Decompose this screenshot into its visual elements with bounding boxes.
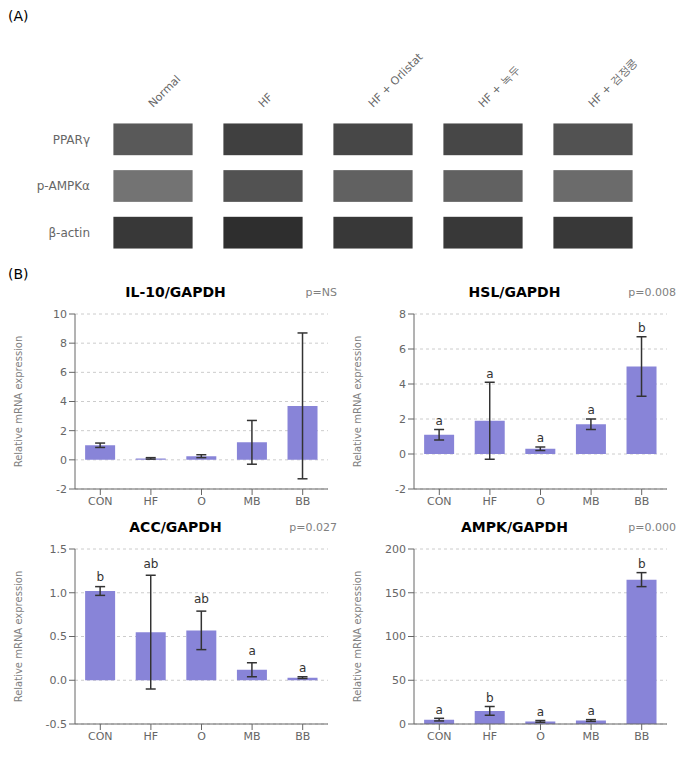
svg-text:b: b bbox=[486, 691, 494, 705]
svg-text:Normal: Normal bbox=[146, 73, 183, 110]
svg-text:Relative mRNA expression: Relative mRNA expression bbox=[13, 336, 24, 468]
svg-text:0: 0 bbox=[399, 448, 406, 461]
svg-text:CON: CON bbox=[88, 730, 113, 743]
svg-text:PPARγ: PPARγ bbox=[53, 133, 90, 147]
svg-text:6: 6 bbox=[60, 366, 67, 379]
svg-text:BB: BB bbox=[295, 730, 310, 743]
html-text:(B): (B) bbox=[8, 266, 29, 282]
svg-text:MB: MB bbox=[583, 495, 600, 508]
svg-text:0: 0 bbox=[399, 718, 406, 731]
svg-text:O: O bbox=[536, 730, 545, 743]
svg-text:ab: ab bbox=[194, 592, 209, 606]
svg-text:a: a bbox=[587, 403, 594, 417]
svg-text:a: a bbox=[299, 661, 306, 675]
svg-text:0: 0 bbox=[60, 454, 67, 467]
svg-text:β-actin: β-actin bbox=[48, 226, 90, 240]
svg-text:BB: BB bbox=[634, 730, 649, 743]
html-text:IL-10/GAPDH: IL-10/GAPDH bbox=[125, 284, 226, 300]
svg-text:0.0: 0.0 bbox=[50, 674, 68, 687]
html-text:p=0.000: p=0.000 bbox=[628, 521, 676, 534]
svg-text:2: 2 bbox=[60, 425, 67, 438]
svg-text:BB: BB bbox=[634, 495, 649, 508]
svg-text:2: 2 bbox=[399, 413, 406, 426]
svg-text:4: 4 bbox=[399, 378, 406, 391]
svg-text:50: 50 bbox=[392, 674, 406, 687]
svg-text:1.0: 1.0 bbox=[50, 587, 68, 600]
svg-text:b: b bbox=[638, 557, 646, 571]
svg-text:a: a bbox=[537, 705, 544, 719]
svg-text:ab: ab bbox=[143, 557, 158, 571]
svg-text:4: 4 bbox=[60, 395, 67, 408]
svg-text:HF: HF bbox=[144, 730, 159, 743]
svg-text:O: O bbox=[536, 495, 545, 508]
svg-text:MB: MB bbox=[244, 730, 261, 743]
svg-text:150: 150 bbox=[385, 587, 406, 600]
svg-text:b: b bbox=[638, 321, 646, 335]
svg-text:HF + Orlistat: HF + Orlistat bbox=[366, 50, 426, 110]
svg-text:-2: -2 bbox=[56, 483, 67, 496]
svg-text:a: a bbox=[436, 414, 443, 428]
svg-text:10: 10 bbox=[53, 308, 67, 321]
html-text:p=0.008: p=0.008 bbox=[628, 286, 676, 299]
svg-text:HF: HF bbox=[483, 730, 498, 743]
svg-text:8: 8 bbox=[60, 337, 67, 350]
html-text:(A): (A) bbox=[8, 8, 29, 24]
html-text:p=0.027: p=0.027 bbox=[289, 521, 337, 534]
svg-text:CON: CON bbox=[88, 495, 113, 508]
svg-text:a: a bbox=[248, 644, 255, 658]
svg-text:-2: -2 bbox=[395, 483, 406, 496]
svg-text:200: 200 bbox=[385, 543, 406, 556]
svg-text:CON: CON bbox=[427, 730, 452, 743]
svg-text:MB: MB bbox=[583, 730, 600, 743]
svg-text:HF: HF bbox=[144, 495, 159, 508]
svg-text:a: a bbox=[587, 704, 594, 718]
svg-text:Relative mRNA expression: Relative mRNA expression bbox=[352, 336, 363, 468]
svg-text:100: 100 bbox=[385, 630, 406, 643]
svg-text:0.5: 0.5 bbox=[50, 630, 68, 643]
svg-text:CON: CON bbox=[427, 495, 452, 508]
svg-text:HF + 검정콩: HF + 검정콩 bbox=[586, 56, 640, 110]
svg-text:-0.5: -0.5 bbox=[46, 718, 67, 731]
svg-text:O: O bbox=[197, 495, 206, 508]
svg-text:p-AMPKα: p-AMPKα bbox=[37, 179, 90, 193]
svg-text:b: b bbox=[96, 570, 104, 584]
html-text:ACC/GAPDH: ACC/GAPDH bbox=[129, 519, 222, 535]
svg-text:a: a bbox=[436, 703, 443, 717]
svg-text:6: 6 bbox=[399, 343, 406, 356]
html-text:p=NS: p=NS bbox=[305, 286, 337, 299]
svg-text:MB: MB bbox=[244, 495, 261, 508]
svg-text:a: a bbox=[486, 367, 493, 381]
svg-text:a: a bbox=[537, 431, 544, 445]
html-text:HSL/GAPDH: HSL/GAPDH bbox=[468, 284, 561, 300]
svg-text:1.5: 1.5 bbox=[50, 543, 68, 556]
svg-text:Relative mRNA expression: Relative mRNA expression bbox=[352, 571, 363, 703]
svg-text:O: O bbox=[197, 730, 206, 743]
html-text:AMPK/GAPDH: AMPK/GAPDH bbox=[461, 519, 568, 535]
svg-text:HF + 녹두: HF + 녹두 bbox=[476, 64, 523, 111]
svg-text:HF: HF bbox=[256, 91, 276, 111]
svg-text:8: 8 bbox=[399, 308, 406, 321]
svg-text:BB: BB bbox=[295, 495, 310, 508]
svg-text:HF: HF bbox=[483, 495, 498, 508]
svg-text:Relative mRNA expression: Relative mRNA expression bbox=[13, 571, 24, 703]
